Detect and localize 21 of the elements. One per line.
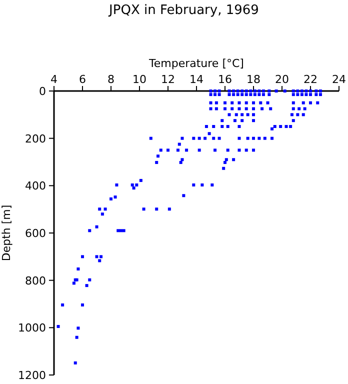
x-axis-title: Temperature [°C]: [148, 57, 244, 70]
y-tick-label: 600: [25, 227, 46, 240]
x-tick-label: 8: [108, 73, 114, 86]
x-tick-label: 24: [332, 73, 346, 86]
y-axis-title: Depth [m]: [0, 204, 13, 262]
y-tick-label: 800: [25, 274, 46, 288]
x-tick-label: 12: [161, 73, 175, 86]
y-tick-label: 200: [25, 132, 46, 146]
x-tick-label: 4: [50, 73, 58, 86]
x-tick-label: 14: [190, 73, 204, 86]
y-tick-label: 0: [39, 85, 46, 98]
y-tick-label: 400: [25, 180, 46, 193]
x-tick-label: 18: [246, 73, 260, 86]
chart-title: JPQX in February, 1969: [108, 3, 259, 18]
y-tick-label: 1000: [18, 322, 46, 335]
x-tick-label: 22: [304, 73, 318, 86]
x-tick-label: 20: [275, 73, 289, 86]
y-tick-label: 1200: [18, 369, 46, 382]
x-tick-label: 16: [218, 73, 232, 86]
x-tick-label: 10: [132, 73, 146, 86]
x-tick-label: 6: [79, 73, 86, 86]
